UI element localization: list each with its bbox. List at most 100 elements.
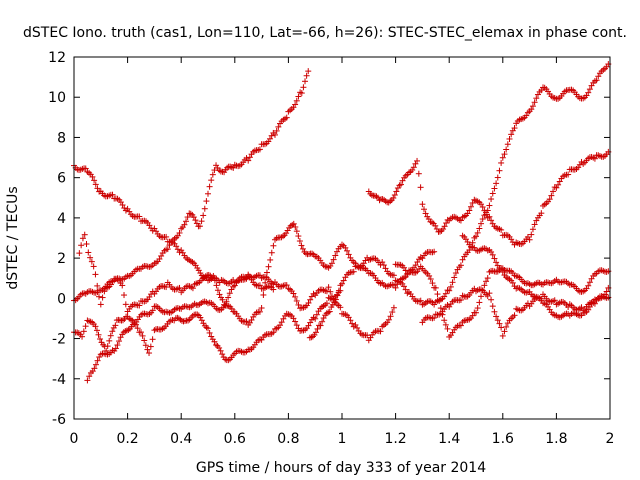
data-point	[491, 185, 498, 192]
data-point	[466, 207, 473, 214]
data-point	[149, 307, 156, 314]
data-point	[313, 311, 320, 318]
data-point	[457, 262, 464, 269]
data-point	[414, 157, 421, 164]
data-point	[529, 103, 536, 110]
data-point	[474, 305, 481, 312]
data-point	[340, 277, 347, 284]
data-point	[270, 329, 277, 336]
data-point	[312, 329, 319, 336]
data-point	[205, 325, 211, 332]
data-point	[493, 313, 500, 320]
data-point	[196, 223, 203, 230]
data-point	[97, 336, 104, 343]
data-point	[146, 350, 153, 357]
data-point	[538, 210, 545, 217]
data-point	[198, 218, 205, 225]
data-point	[307, 296, 314, 303]
data-point	[284, 227, 291, 234]
x-tick-label: 1.6	[492, 431, 514, 447]
y-tick-label: -4	[52, 372, 66, 388]
data-point	[422, 210, 429, 217]
data-point	[586, 86, 593, 93]
data-point	[136, 213, 143, 220]
data-point	[243, 318, 250, 325]
data-point	[496, 320, 503, 327]
data-point	[431, 248, 438, 255]
data-point	[402, 267, 409, 274]
data-point	[417, 297, 424, 304]
data-point	[496, 167, 503, 174]
data-point	[593, 77, 600, 84]
data-point	[591, 155, 598, 162]
data-point	[149, 336, 156, 343]
data-point	[555, 181, 562, 188]
data-point	[114, 342, 121, 349]
data-point	[426, 272, 433, 279]
data-point	[442, 321, 449, 328]
data-point	[432, 284, 439, 291]
data-point	[302, 78, 309, 85]
data-point	[467, 203, 474, 210]
data-point	[498, 324, 505, 331]
data-point	[506, 135, 513, 142]
data-point	[533, 95, 540, 102]
data-point	[92, 181, 99, 188]
data-point	[476, 225, 483, 232]
x-tick-label: 1.8	[545, 431, 567, 447]
x-axis-title: GPS time / hours of day 333 of year 2014	[196, 460, 486, 476]
data-point	[387, 313, 394, 320]
data-point	[586, 303, 593, 310]
data-point	[88, 258, 95, 265]
data-point	[173, 243, 180, 250]
data-point	[498, 159, 505, 166]
data-point	[312, 315, 319, 322]
plot-frame	[73, 56, 611, 420]
data-point	[183, 218, 190, 225]
data-point	[219, 351, 226, 358]
data-point	[531, 221, 538, 228]
y-axis-title: dSTEC / TECUs	[5, 186, 21, 289]
data-point	[96, 293, 103, 300]
data-point	[382, 265, 389, 272]
data-point	[90, 263, 97, 270]
data-point	[190, 214, 197, 221]
data-point	[473, 233, 479, 240]
x-tick-label: 1	[338, 431, 347, 447]
data-point	[491, 308, 498, 315]
data-point	[499, 269, 506, 276]
data-point	[248, 316, 255, 323]
data-point	[270, 286, 277, 293]
data-point	[393, 188, 400, 195]
data-point	[478, 293, 485, 300]
data-point	[328, 293, 335, 300]
data-point	[305, 299, 312, 306]
data-point	[473, 309, 479, 316]
data-point	[432, 222, 439, 229]
data-point	[101, 288, 108, 295]
data-point	[344, 247, 351, 254]
data-point	[283, 282, 290, 289]
data-point	[265, 263, 272, 270]
data-point	[92, 323, 99, 330]
data-point	[337, 282, 344, 289]
data-point	[320, 315, 327, 322]
data-point	[481, 207, 488, 214]
data-point	[94, 185, 101, 192]
data-point	[275, 123, 282, 130]
data-point	[447, 283, 454, 290]
data-point	[99, 294, 106, 301]
data-point	[116, 338, 123, 345]
data-point	[452, 270, 459, 277]
data-point	[350, 268, 357, 275]
scatter-points	[71, 61, 612, 384]
data-point	[82, 323, 89, 330]
data-point	[309, 333, 316, 340]
data-point	[189, 285, 196, 292]
data-point	[441, 223, 448, 230]
data-point	[187, 210, 194, 217]
data-point	[377, 328, 384, 335]
data-point	[246, 154, 253, 161]
data-point	[86, 373, 93, 380]
data-point	[166, 242, 173, 249]
